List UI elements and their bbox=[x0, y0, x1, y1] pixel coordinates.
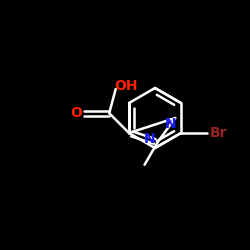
Text: OH: OH bbox=[114, 79, 138, 93]
Text: Br: Br bbox=[210, 126, 228, 140]
Text: N: N bbox=[144, 132, 155, 146]
Text: N: N bbox=[164, 117, 176, 131]
Text: O: O bbox=[70, 106, 82, 120]
